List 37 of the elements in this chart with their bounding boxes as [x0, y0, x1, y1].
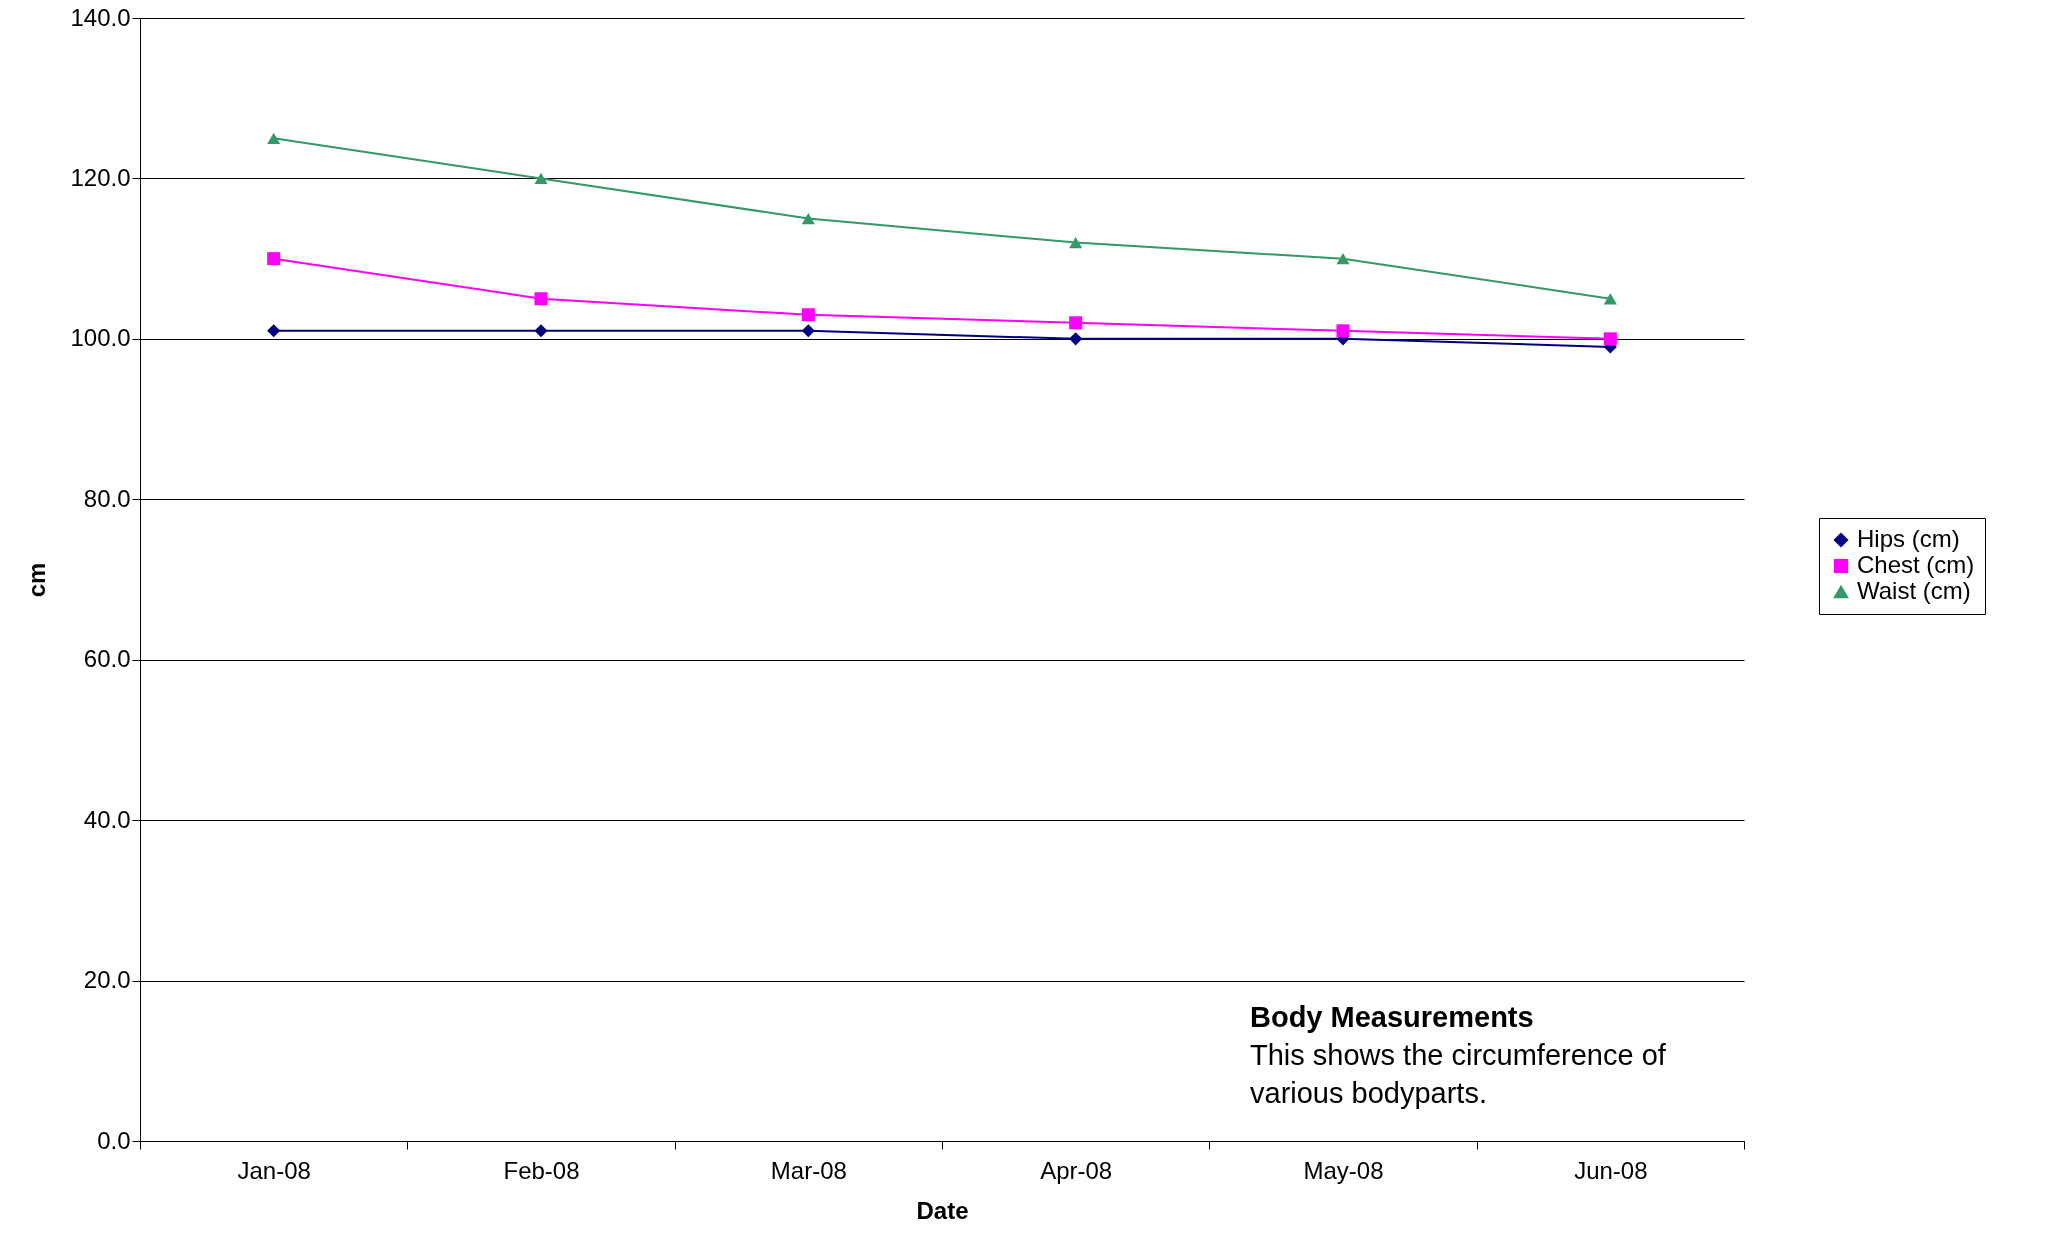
point	[1069, 332, 1083, 346]
point	[267, 324, 281, 338]
point	[1603, 293, 1617, 305]
point	[534, 172, 548, 185]
point	[1069, 316, 1083, 330]
y-axis-title: cm	[23, 562, 51, 598]
point	[801, 212, 815, 225]
x-tick-label: Mar-08	[770, 1156, 847, 1184]
y-tick-label: 60.0	[83, 645, 131, 673]
x-tick-label: Jun-08	[1574, 1156, 1648, 1184]
y-tick-label: 20.0	[83, 966, 131, 994]
point	[801, 308, 815, 322]
y-tick-label: 80.0	[83, 484, 131, 512]
point	[267, 132, 281, 144]
annotation: Body Measurements	[1250, 1001, 1534, 1033]
x-tick-label: Feb-08	[503, 1156, 580, 1184]
x-tick-label: Jan-08	[237, 1156, 311, 1184]
x-axis-title: Date	[916, 1196, 969, 1224]
point	[534, 292, 548, 306]
point	[801, 324, 815, 338]
legend-label: Chest (cm)	[1857, 551, 1975, 578]
point	[1336, 324, 1350, 338]
legend-label: Hips (cm)	[1857, 525, 1960, 552]
point	[534, 324, 548, 338]
point	[1069, 236, 1083, 249]
y-tick-label: 140.0	[70, 3, 131, 31]
annotation: This shows the circumference of various bodyparts.	[1250, 1039, 1667, 1109]
y-tick-label: 100.0	[70, 324, 131, 352]
x-tick-label: May-08	[1303, 1156, 1384, 1184]
point	[1603, 332, 1617, 346]
y-tick-label: 120.0	[70, 163, 131, 191]
legend-label: Waist (cm)	[1857, 577, 1971, 604]
x-tick-label: Apr-08	[1040, 1156, 1113, 1184]
y-tick-label: 0.0	[97, 1126, 131, 1154]
y-tick-label: 40.0	[83, 805, 131, 833]
point	[1336, 253, 1350, 265]
point	[267, 252, 281, 266]
